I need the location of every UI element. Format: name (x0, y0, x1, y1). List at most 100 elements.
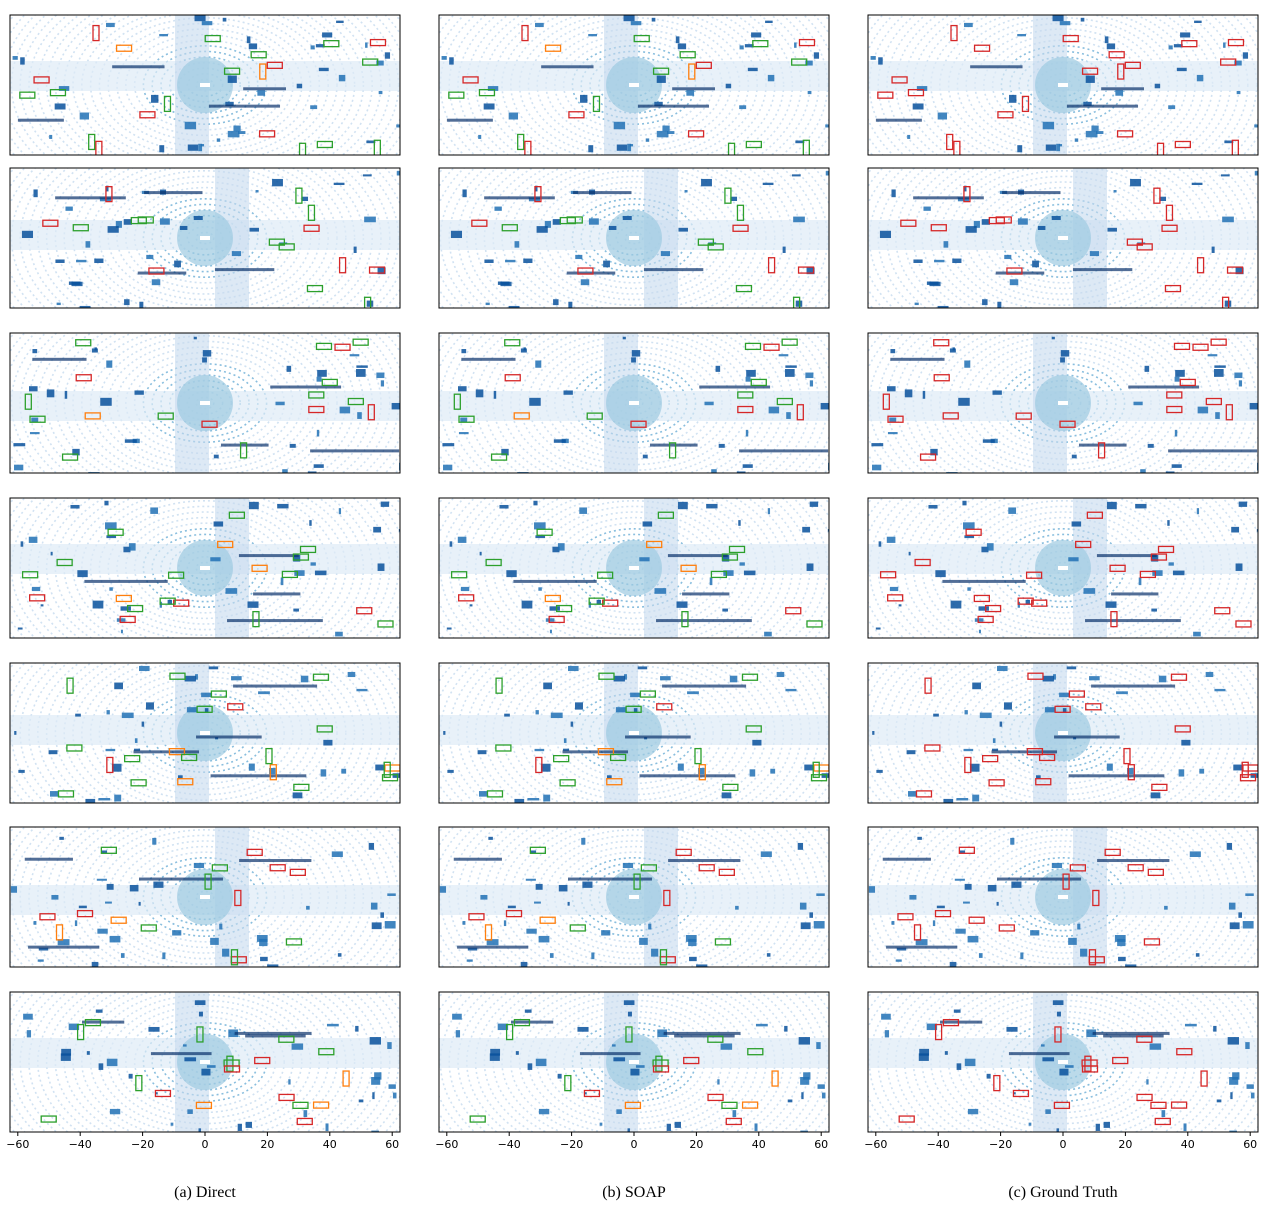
bounding-box (1105, 849, 1120, 855)
structure (338, 953, 342, 957)
structure (799, 1037, 810, 1045)
structure (202, 357, 207, 362)
structure (943, 799, 953, 806)
structure (125, 439, 137, 443)
structure (1238, 912, 1242, 917)
structure (107, 710, 110, 714)
structure (979, 606, 989, 610)
structure (750, 769, 756, 776)
lidar-ring (0, 0, 425, 225)
bounding-box (279, 1094, 294, 1100)
structure (956, 798, 968, 800)
structure (1038, 226, 1045, 230)
structure (509, 306, 520, 312)
structure (1181, 740, 1190, 746)
structure (281, 577, 284, 585)
curb (1103, 1034, 1164, 1037)
structure (628, 1012, 632, 1017)
curb (568, 878, 652, 881)
structure (336, 21, 344, 23)
structure (47, 389, 55, 397)
structure (1043, 122, 1054, 129)
curb (25, 858, 73, 861)
structure (945, 1051, 948, 1055)
structure (889, 418, 896, 423)
bounding-box (505, 340, 520, 346)
x-tick-label: 20 (689, 1138, 703, 1151)
structure (1052, 337, 1055, 340)
structure (228, 76, 237, 83)
structure (180, 226, 187, 230)
structure (1057, 1012, 1061, 1017)
structure (1184, 1123, 1187, 1131)
structure (31, 418, 38, 423)
structure (450, 541, 453, 546)
structure (184, 1057, 196, 1061)
structure (919, 1053, 929, 1061)
structure (94, 259, 103, 263)
curb (573, 191, 631, 194)
structure (97, 929, 107, 934)
structure (792, 174, 801, 176)
structure (869, 886, 875, 893)
structure (314, 464, 324, 468)
structure (551, 713, 563, 718)
ego-car (1058, 731, 1068, 735)
structure (1107, 43, 1115, 49)
structure (80, 113, 89, 120)
structure (1223, 42, 1225, 47)
structure (304, 1110, 308, 1117)
structure (34, 921, 37, 925)
structure (785, 365, 796, 367)
structure (61, 1053, 71, 1061)
bounding-box (726, 1118, 741, 1124)
structure (1169, 45, 1173, 49)
structure (323, 740, 332, 746)
structure (187, 1109, 192, 1114)
structure (356, 689, 367, 691)
curb (28, 946, 99, 949)
structure (624, 1000, 635, 1005)
structure (763, 183, 774, 185)
structure (442, 443, 454, 446)
structure (233, 126, 240, 132)
ego-car (1058, 566, 1068, 570)
bounding-box (888, 595, 903, 601)
structure (55, 103, 66, 109)
structure (1148, 444, 1154, 448)
structure (198, 144, 202, 151)
structure (923, 207, 930, 211)
structure (785, 369, 795, 377)
structure (1177, 68, 1187, 71)
structure (1232, 1072, 1239, 1079)
structure (546, 618, 555, 622)
structure (1236, 563, 1243, 570)
structure (752, 740, 761, 746)
structure (105, 902, 112, 904)
structure (821, 403, 829, 409)
structure (121, 606, 131, 610)
structure (800, 1131, 808, 1135)
structure (982, 299, 987, 305)
structure (581, 279, 590, 285)
structure (130, 885, 139, 891)
structure (106, 23, 115, 27)
structure (697, 308, 705, 315)
curb (239, 554, 299, 557)
structure (442, 56, 447, 60)
structure (290, 444, 296, 448)
structure (1000, 722, 1003, 727)
structure (195, 15, 206, 21)
structure (1135, 504, 1146, 509)
structure (1010, 279, 1019, 285)
bounding-box (340, 258, 346, 273)
structure (623, 863, 633, 868)
structure (1042, 1057, 1054, 1061)
structure (1106, 601, 1117, 607)
structure (963, 902, 970, 904)
structure (65, 207, 72, 211)
bounding-box (1165, 286, 1180, 292)
structure (828, 346, 836, 352)
curb (942, 580, 1025, 583)
structure (452, 1014, 462, 1020)
